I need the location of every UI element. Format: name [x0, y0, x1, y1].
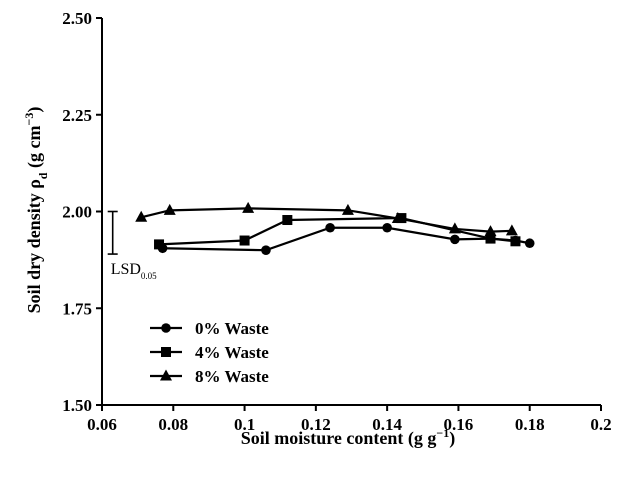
series-layer [135, 201, 535, 255]
series-line [140, 207, 512, 233]
data-point [135, 210, 148, 222]
x-tick-label: 0.18 [515, 415, 545, 434]
series-circle [157, 222, 535, 255]
series-square [154, 213, 521, 250]
data-point [239, 235, 250, 246]
x-tick-label: 0.2 [590, 415, 611, 434]
lsd-bar: LSD0.05 [107, 210, 157, 281]
data-point [524, 238, 535, 249]
y-ticks: 1.50 1.75 2.00 2.25 2.50 [62, 9, 102, 415]
data-point [154, 239, 165, 250]
data-point [282, 215, 293, 226]
legend-label: 4% Waste [195, 343, 269, 362]
legend-marker [161, 347, 171, 357]
data-point [242, 201, 255, 213]
data-point [485, 233, 496, 244]
legend-label: 8% Waste [195, 367, 269, 386]
x-axis-title: Soil moisture content (g g−1) [241, 426, 456, 449]
data-point [391, 211, 404, 223]
y-tick-label: 2.00 [62, 203, 92, 222]
legend-item: 8% Waste [150, 367, 269, 386]
data-point [505, 224, 518, 236]
y-axis-title: Soil dry density ρd (g cm−3) [22, 107, 50, 314]
data-point [484, 225, 497, 237]
x-tick-label: 0.16 [444, 415, 474, 434]
y-tick-label: 2.50 [62, 9, 92, 28]
data-point [325, 222, 335, 233]
lsd-label: LSD0.05 [111, 261, 157, 281]
data-point [163, 203, 176, 215]
data-point [382, 222, 392, 233]
data-point [448, 222, 461, 234]
x-ticks: 0.06 0.08 0.1 0.12 0.14 0.16 0.18 0.2 [87, 405, 612, 434]
data-point [341, 203, 354, 215]
x-tick-label: 0.06 [87, 415, 117, 434]
x-tick-label: 0.12 [301, 415, 331, 434]
plot-area: 1.50 1.75 2.00 2.25 2.50 0.06 0.08 0.1 0.12 0.14… [62, 9, 611, 434]
data-point [510, 236, 521, 247]
legend-marker [160, 369, 172, 381]
series-line [158, 216, 516, 246]
data-point [261, 245, 271, 255]
y-tick-label: 2.25 [62, 106, 92, 125]
legend-item: 0% Waste [150, 319, 269, 338]
y-tick-label: 1.75 [62, 299, 92, 318]
x-tick-label: 0.08 [158, 415, 188, 434]
legend: 0% Waste 4% Waste 8% Waste [150, 319, 269, 386]
series-triangle [135, 201, 518, 237]
y-tick-label: 1.50 [62, 396, 92, 415]
x-tick-label: 0.14 [372, 415, 402, 434]
legend-label: 0% Waste [195, 319, 269, 338]
legend-item: 4% Waste [150, 343, 269, 362]
x-tick-label: 0.1 [234, 415, 255, 434]
data-point [450, 234, 460, 245]
legend-marker [161, 323, 171, 333]
